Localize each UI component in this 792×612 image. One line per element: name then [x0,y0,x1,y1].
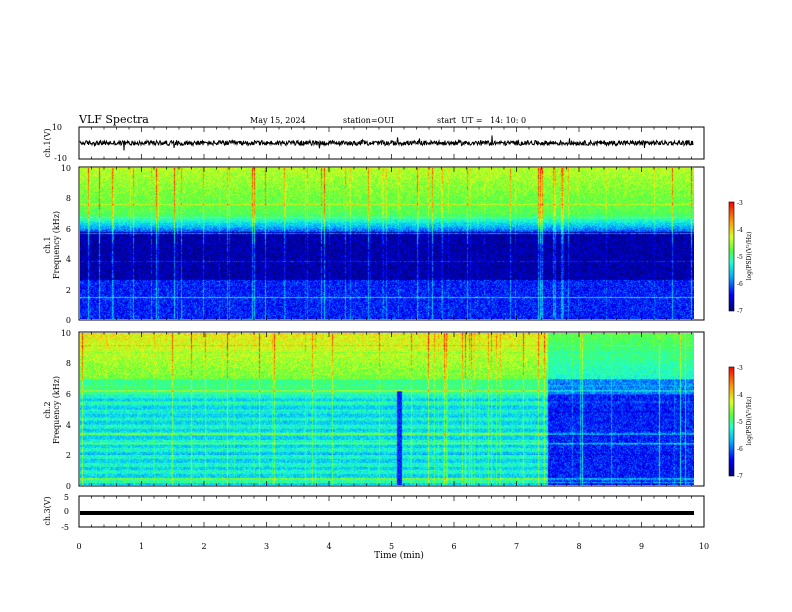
ch2-freq-tick-8: 8 [66,359,71,368]
ch2-freq-tick-0: 0 [66,482,71,491]
colorbar-ch2-ticks: -3 -4 -5 -6 -7 [737,365,743,480]
cb1-tick-m3: -3 [737,200,743,207]
colorbar-ch2-label: log(PSD)(V²/Hz) [746,397,753,446]
spectrogram-ch1-panel: 0 2 4 6 8 10 ch.1 Frequency (kHz) -3 -4 … [43,164,753,325]
spectrogram-ch2-image [80,333,694,485]
spectrogram-ch2-panel: 0 2 4 6 8 10 ch.2 Frequency (kHz) -3 -4 … [43,329,753,491]
spectrogram-ch1-image [80,168,694,319]
axis-tick-marks [78,127,705,527]
ch2-freq-tick-6: 6 [66,390,71,399]
x-tick-label-9: 9 [639,542,644,551]
ch2-freq-tick-10: 10 [61,329,71,338]
x-tick-label-4: 4 [326,542,331,551]
cb1-tick-m5: -5 [737,254,743,261]
date-label: May 15, 2024 [250,116,306,125]
ch2-ytick-labels: 0 2 4 6 8 10 [61,329,71,491]
ch1-freq-tick-10: 10 [61,164,71,173]
cb2-tick-m4: -4 [737,392,743,399]
cb2-tick-m7: -7 [737,473,743,480]
ch1-freq-tick-8: 8 [66,194,71,203]
cb2-tick-m5: -5 [737,419,743,426]
ch1-ytick-bottom: -10 [54,154,67,163]
x-tick-label-6: 6 [451,542,456,551]
ch1-freq-tick-4: 4 [66,255,71,264]
ch3-ytick-mid: 0 [64,507,69,516]
x-axis-tick-labels: 0 1 2 3 4 5 6 7 8 9 10 [76,542,709,551]
colorbar-ch2 [728,366,735,477]
colorbar-ch1-label: log(PSD)(V²/Hz) [746,232,753,281]
cb1-tick-m7: -7 [737,308,743,315]
x-tick-label-2: 2 [201,542,206,551]
ch1-freq-tick-2: 2 [66,286,71,295]
ch3-ytick-bottom: -5 [61,523,69,532]
ch1-waveform-ylabel: ch.1(V) [43,128,52,157]
waveform-ch1-trace [79,135,694,151]
x-axis-label: Time (min) [374,550,424,561]
waveform-ch1-panel: 10 -10 ch.1(V) [43,123,705,163]
ch1-freq-tick-0: 0 [66,316,71,325]
x-tick-label-1: 1 [139,542,144,551]
cb2-tick-m6: -6 [737,446,743,453]
x-tick-label-7: 7 [514,542,519,551]
station-label: station=OUI [343,116,394,125]
x-tick-label-3: 3 [264,542,269,551]
ch1-ytick-top: 10 [52,123,62,132]
cb1-tick-m4: -4 [737,227,743,234]
figure-title: VLF Spectra [78,113,149,126]
x-tick-label-0: 0 [76,542,81,551]
ch2-freq-tick-2: 2 [66,451,71,460]
ch2-spectrogram-ylabel-frequency: Frequency (kHz) [52,376,61,444]
start-time-label: start UT = 14: 10: 0 [437,116,526,125]
colorbar-ch1 [728,201,735,312]
cb2-tick-m3: -3 [737,365,743,372]
cb1-tick-m6: -6 [737,281,743,288]
x-tick-label-8: 8 [576,542,581,551]
ch1-spectrogram-ylabel-frequency: Frequency (kHz) [52,211,61,279]
colorbar-ch1-ticks: -3 -4 -5 -6 -7 [737,200,743,315]
ch1-ytick-labels: 0 2 4 6 8 10 [61,164,71,325]
ch2-freq-tick-4: 4 [66,421,71,430]
ch3-ytick-top: 5 [64,493,69,502]
x-tick-label-10: 10 [699,542,709,551]
waveform-ch3-panel: 5 0 -5 ch.3(V) [43,493,705,532]
ch3-waveform-ylabel: ch.3(V) [43,496,52,525]
ch1-spectrogram-ylabel-channel: ch.1 [43,236,52,253]
x-tick-label-5: 5 [389,542,394,551]
ch2-spectrogram-ylabel-channel: ch.2 [43,401,52,418]
ch1-freq-tick-6: 6 [66,225,71,234]
